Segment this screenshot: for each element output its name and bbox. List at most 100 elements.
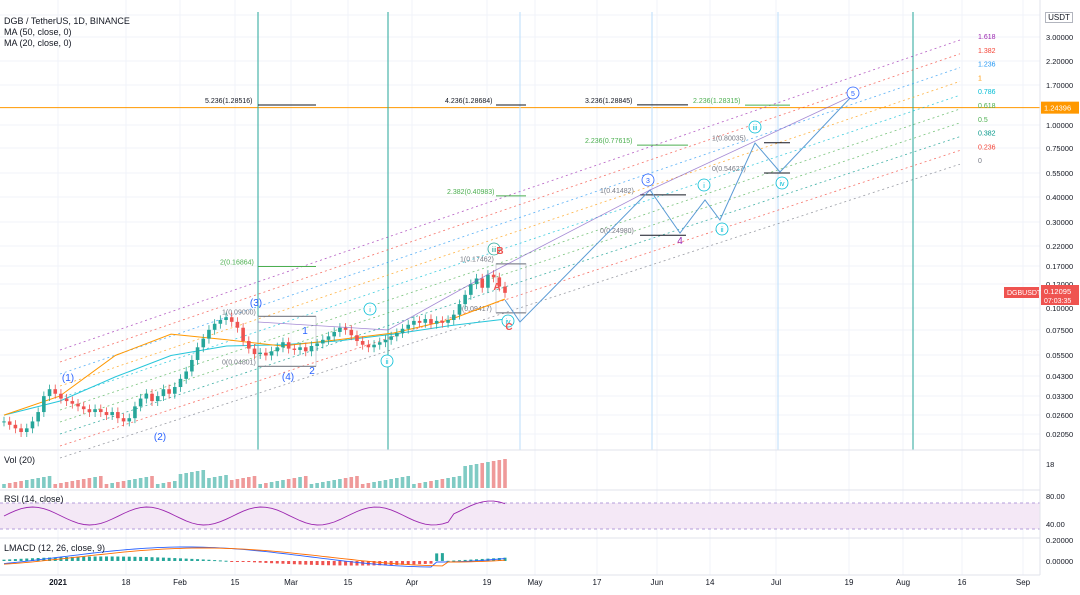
candle <box>87 409 92 413</box>
channel-label: 0.618 <box>978 103 996 110</box>
macd-hist <box>309 561 313 565</box>
macd-hist <box>469 559 473 561</box>
time-tick: Aug <box>896 578 910 587</box>
legend-ma50[interactable]: MA (50, close, 0) <box>4 27 72 37</box>
price-tick: 0.17000 <box>1046 262 1073 271</box>
price-tick: 0.02600 <box>1046 411 1073 420</box>
volume-bar <box>315 483 319 488</box>
fib-extension-tools: 5.236(1.28516) 4.236(1.28684) 3.236(1.2884… <box>205 98 790 367</box>
candle <box>309 345 314 352</box>
macd-hist <box>452 560 456 562</box>
volume-bar <box>486 462 490 488</box>
candle <box>360 341 365 345</box>
channel-label: 0.382 <box>978 131 996 138</box>
volume-bar <box>24 480 29 488</box>
wave-label: ii <box>385 359 389 366</box>
macd-hist <box>412 561 416 565</box>
volume-bar <box>93 477 97 488</box>
wave-label: (2) <box>154 432 166 443</box>
channel-label: 0.5 <box>978 117 988 124</box>
fib-label: 4.236(1.28684) <box>445 98 492 105</box>
wave-circle <box>380 354 394 368</box>
candle <box>93 409 97 413</box>
time-tick: Feb <box>173 578 187 587</box>
volume-bar <box>303 476 308 488</box>
wave-circle <box>775 176 789 190</box>
vol-pane-label[interactable]: Vol (20) <box>4 455 36 465</box>
rsi-tick: 80.00 <box>1046 492 1065 501</box>
candle <box>298 347 302 350</box>
candle <box>497 277 502 287</box>
time-tick: 17 <box>593 578 602 587</box>
wave-label: 5 <box>851 91 855 98</box>
volume-bar <box>229 480 234 488</box>
volume-bar <box>372 482 376 488</box>
volume-bar <box>440 479 445 488</box>
candle <box>121 418 126 422</box>
fib-channel: 1.618 1.382 1.236 1 0.786 0.618 0.5 0.382 0.236 0 <box>59 34 996 459</box>
volume-bar <box>104 484 109 488</box>
fib-label: 2.236(1.28315) <box>693 98 740 105</box>
fib-label: 0(0.09417) <box>458 306 492 313</box>
candle <box>116 412 120 419</box>
candles[interactable] <box>2 270 507 437</box>
legend-ma20[interactable]: MA (20, close, 0) <box>4 38 72 48</box>
macd-hist <box>93 556 97 561</box>
candle <box>36 412 40 422</box>
volume-bar <box>338 479 342 488</box>
volume-bar <box>332 480 337 488</box>
candle <box>70 401 75 404</box>
candle <box>292 348 297 350</box>
candle <box>451 314 456 320</box>
time-tick: 15 <box>344 578 353 587</box>
axis-unit-badge[interactable]: USDT <box>1045 12 1073 23</box>
time-tick: 16 <box>958 578 967 587</box>
macd-pane-label[interactable]: LMACD (12, 26, close, 9) <box>4 543 106 553</box>
volume-bar <box>377 481 382 488</box>
macd-hist <box>207 559 211 561</box>
symbol-tag-text: DGBUSDT <box>1007 290 1042 297</box>
fib-label: 2.382(0.40983) <box>447 189 494 196</box>
macd-hist <box>378 561 382 566</box>
macd-hist <box>167 557 171 561</box>
macd-hist <box>201 559 205 561</box>
time-tick: 2021 <box>49 578 67 587</box>
price-axis[interactable]: 4.000003.000002.200001.700001.000000.750… <box>1039 0 1073 575</box>
time-axis[interactable]: 2021 18 Feb 15 Mar 15 Apr 19 May 17 Jun 14 Jul 19 Aug 1… <box>0 574 1040 587</box>
candle <box>81 406 86 410</box>
candle <box>332 331 337 337</box>
price-tick: 0.07500 <box>1046 326 1073 335</box>
fib-label: 1(0.17462) <box>460 257 494 264</box>
macd-hist <box>418 561 422 565</box>
channel-label: 0.236 <box>978 144 996 151</box>
candle <box>366 344 371 348</box>
macd-hist <box>19 558 23 561</box>
candle <box>247 341 251 349</box>
fib-label: 0(0.54627) <box>712 166 746 173</box>
volume-bar <box>429 481 433 488</box>
volume-bar <box>469 465 473 488</box>
fib-label: 5.236(1.28516) <box>205 98 252 105</box>
price-tick: 0.04300 <box>1046 372 1073 381</box>
macd-hist <box>281 561 285 564</box>
candle <box>19 428 23 433</box>
legend-symbol[interactable]: DGB / TetherUS, 1D, BINANCE <box>4 16 130 26</box>
volume-bar <box>53 484 58 488</box>
volume-bar <box>2 484 6 488</box>
fib-box <box>257 316 317 367</box>
wave-circle <box>846 86 860 100</box>
volume-bar <box>19 481 23 488</box>
volume-bar <box>389 479 393 488</box>
price-tick: 0.55000 <box>1046 169 1073 178</box>
rsi-pane-label[interactable]: RSI (14, close) <box>4 494 64 504</box>
candle <box>235 321 240 328</box>
macd-hist <box>116 556 120 561</box>
fib-label: 2(0.16864) <box>220 259 254 266</box>
volume-bar <box>457 476 462 488</box>
price-tick: 0.05500 <box>1046 351 1073 360</box>
macd-hist <box>76 556 80 561</box>
macd-hist <box>241 561 245 562</box>
candle <box>503 286 507 293</box>
volume-bar <box>127 480 132 488</box>
